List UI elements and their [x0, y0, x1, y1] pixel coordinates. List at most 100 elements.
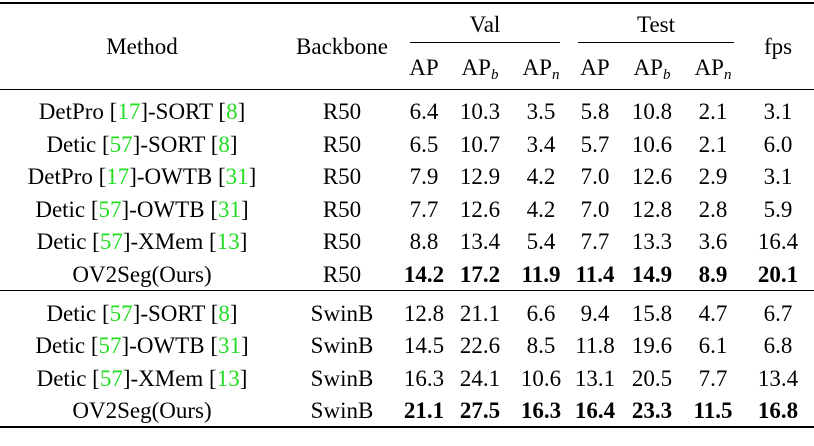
- method-cell: OV2Seg(Ours): [72, 261, 212, 287]
- test-apb-cell: 23.3: [620, 394, 684, 428]
- fps-cell: 20.1: [757, 261, 799, 287]
- val-apb-cell: 12.6: [459, 196, 501, 222]
- val-ap-cell: 21.1: [400, 394, 448, 428]
- table-row: Detic [57]-SORT [8] SwinB 12.8 21.1 6.6 …: [0, 297, 814, 330]
- method-cell: Detic [57]-SORT [8]: [46, 300, 238, 326]
- test-apn-cell: 2.9: [698, 164, 728, 190]
- table-row: Detic [57]-OWTB [31] R50 7.7 12.6 4.2 7.…: [0, 193, 814, 226]
- citation-link[interactable]: 31: [217, 196, 241, 222]
- header-val-group: Val: [400, 2, 570, 47]
- test-ap-cell: 5.7: [580, 131, 610, 157]
- table-row: Detic [57]-XMem [13] SwinB 16.3 24.1 10.…: [0, 362, 814, 395]
- method-cell: Detic [57]-OWTB [31]: [35, 333, 249, 359]
- val-apn-cell: 6.6: [526, 300, 556, 326]
- fps-cell: 6.8: [763, 333, 793, 359]
- header-test-apn: APn: [694, 55, 732, 84]
- test-ap-cell: 11.4: [575, 261, 615, 287]
- test-ap-cell: 7.0: [580, 164, 610, 190]
- citation-link[interactable]: 17: [117, 99, 141, 125]
- val-apb-cell: 17.2: [459, 261, 501, 287]
- method-cell: Detic [57]-OWTB [31]: [35, 196, 249, 222]
- val-ap-cell: 6.4: [409, 99, 439, 125]
- backbone-cell: SwinB: [310, 333, 374, 359]
- test-apb-cell: 15.8: [631, 300, 673, 326]
- val-ap-cell: 7.9: [409, 164, 439, 190]
- test-ap-cell: 16.4: [570, 394, 620, 428]
- header-test-group: Test: [570, 2, 742, 47]
- test-apn-cell: 2.1: [698, 99, 728, 125]
- test-apn-cell: 2.8: [698, 196, 728, 222]
- test-apb-cell: 10.6: [631, 131, 673, 157]
- citation-link[interactable]: 57: [98, 333, 122, 359]
- backbone-cell: R50: [322, 164, 362, 190]
- header-row-2: AP APb APn AP APb APn: [0, 47, 814, 89]
- header-backbone: Backbone: [284, 2, 400, 89]
- test-ap-cell: 9.4: [580, 300, 610, 326]
- test-apb-cell: 10.8: [631, 99, 673, 125]
- backbone-cell: R50: [322, 196, 362, 222]
- header-val-label: Val: [469, 12, 501, 37]
- val-apb-cell: 10.7: [459, 131, 501, 157]
- fps-cell: 13.4: [757, 365, 799, 391]
- test-ap-cell: 13.1: [574, 365, 616, 391]
- citation-link[interactable]: 17: [106, 164, 130, 190]
- backbone-cell: R50: [322, 229, 362, 255]
- val-apn-cell: 3.5: [526, 99, 556, 125]
- citation-link[interactable]: 8: [226, 99, 238, 125]
- citation-link[interactable]: 57: [109, 300, 133, 326]
- val-apn-cell: 5.4: [526, 229, 556, 255]
- test-apb-cell: 14.9: [631, 261, 673, 287]
- fps-cell: 16.4: [757, 229, 799, 255]
- backbone-cell: SwinB: [310, 300, 374, 326]
- val-apb-cell: 27.5: [448, 394, 512, 428]
- citation-link[interactable]: 57: [98, 196, 122, 222]
- test-apb-cell: 12.6: [631, 164, 673, 190]
- table-row: DetPro [17]-OWTB [31] R50 7.9 12.9 4.2 7…: [0, 161, 814, 194]
- method-cell: DetPro [17]-SORT [8]: [38, 99, 246, 125]
- header-test-ap: AP: [580, 55, 610, 81]
- header-test-label: Test: [637, 12, 675, 37]
- table-row: Detic [57]-SORT [8] R50 6.5 10.7 3.4 5.7…: [0, 128, 814, 161]
- test-ap-cell: 5.8: [580, 99, 610, 125]
- val-ap-cell: 6.5: [409, 131, 439, 157]
- citation-link[interactable]: 8: [218, 300, 230, 326]
- val-apn-cell: 3.4: [526, 131, 556, 157]
- citation-link[interactable]: 13: [216, 365, 240, 391]
- header-test-apb: APb: [633, 55, 671, 84]
- backbone-cell: R50: [322, 131, 362, 157]
- test-apn-cell: 8.9: [698, 261, 728, 287]
- test-group-rule: [578, 42, 734, 43]
- val-apn-cell: 10.6: [520, 365, 562, 391]
- header-val-apn: APn: [522, 55, 560, 84]
- citation-link[interactable]: 57: [99, 365, 123, 391]
- val-group-rule: [410, 42, 560, 43]
- val-apb-cell: 21.1: [459, 300, 501, 326]
- fps-cell: 5.9: [763, 196, 793, 222]
- backbone-cell: SwinB: [310, 365, 374, 391]
- header-val-apb: APb: [461, 55, 499, 84]
- val-ap-cell: 16.3: [403, 365, 445, 391]
- method-cell: Detic [57]-XMem [13]: [36, 229, 248, 255]
- val-apb-cell: 12.9: [459, 164, 501, 190]
- citation-link[interactable]: 31: [225, 164, 249, 190]
- table-row: DetPro [17]-SORT [8] R50 6.4 10.3 3.5 5.…: [0, 96, 814, 129]
- val-ap-cell: 12.8: [403, 300, 445, 326]
- table-row-ours: OV2Seg(Ours) R50 14.2 17.2 11.9 11.4 14.…: [0, 258, 814, 291]
- val-apb-cell: 22.6: [459, 333, 501, 359]
- test-apb-cell: 19.6: [631, 333, 673, 359]
- header-row-1: Method Backbone Val Test fps: [0, 2, 814, 89]
- citation-link[interactable]: 8: [218, 131, 230, 157]
- method-cell: Detic [57]-XMem [13]: [36, 365, 248, 391]
- citation-link[interactable]: 57: [99, 229, 123, 255]
- citation-link[interactable]: 31: [217, 333, 241, 359]
- fps-cell: 6.0: [763, 131, 793, 157]
- test-ap-cell: 7.7: [580, 229, 610, 255]
- fps-cell: 16.8: [742, 394, 814, 428]
- citation-link[interactable]: 13: [216, 229, 240, 255]
- header-fps: fps: [742, 2, 814, 89]
- citation-link[interactable]: 57: [109, 131, 133, 157]
- method-cell: OV2Seg(Ours): [0, 394, 284, 428]
- val-apn-cell: 16.3: [512, 394, 570, 428]
- header-method: Method: [0, 2, 284, 89]
